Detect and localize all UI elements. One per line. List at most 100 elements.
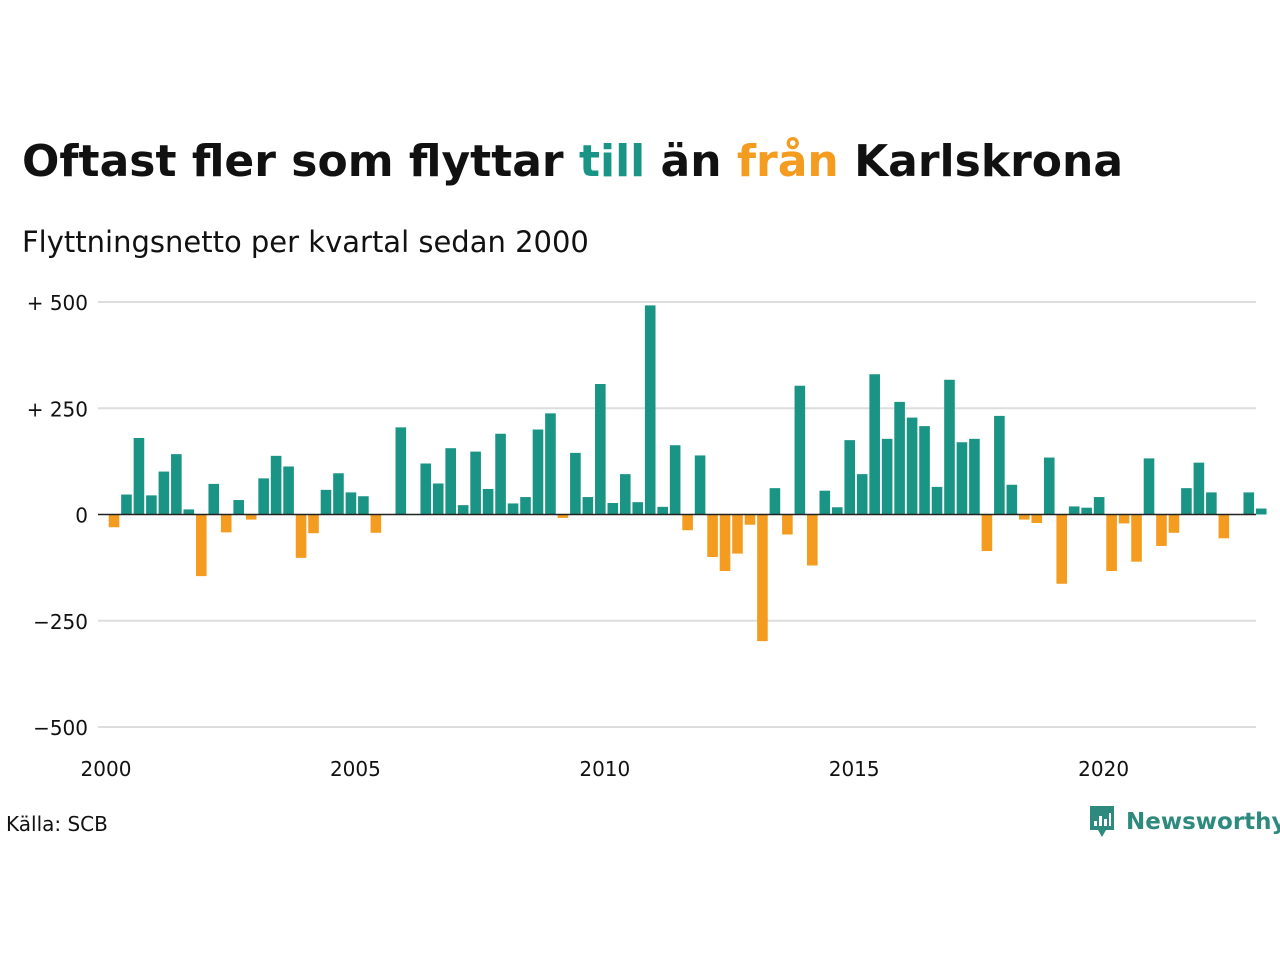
bar-q19 xyxy=(333,473,344,515)
bar-q47 xyxy=(682,514,693,531)
axis: + 500 + 250 0 −250 −500 2000 2005 2010 2015 2020 xyxy=(27,291,1256,781)
bar-q39 xyxy=(582,497,594,515)
bar-q54 xyxy=(769,488,781,515)
bar-q7 xyxy=(183,509,195,515)
bar-q67 xyxy=(931,486,943,515)
title-highlight-fran: från xyxy=(736,136,839,187)
bar-q76 xyxy=(1043,457,1055,515)
bar-q38 xyxy=(570,452,581,515)
bar-q51 xyxy=(732,514,743,554)
bar-q87 xyxy=(1181,488,1192,515)
bar-q28 xyxy=(445,448,456,515)
grid-lines xyxy=(98,301,1256,728)
bar-q43 xyxy=(632,502,644,515)
bar-q31 xyxy=(482,489,494,515)
bar-q12 xyxy=(245,514,257,520)
bar-q4 xyxy=(146,495,157,515)
chart-title: Oftast fler som flyttar till än från Kar… xyxy=(22,132,1123,192)
bar-q14 xyxy=(270,455,282,515)
bar-q44 xyxy=(644,305,656,515)
source-note: Källa: SCB xyxy=(6,812,108,836)
bar-q9 xyxy=(208,483,220,515)
bar-q52 xyxy=(744,514,756,525)
bars xyxy=(108,305,1267,642)
bar-q3 xyxy=(133,438,145,515)
y-tick-label: 0 xyxy=(75,504,88,528)
bar-q90 xyxy=(1218,514,1230,539)
bar-q62 xyxy=(869,374,880,515)
bar-q10 xyxy=(220,514,232,533)
bar-q85 xyxy=(1156,514,1167,546)
bar-q24 xyxy=(395,427,407,515)
title-highlight-till: till xyxy=(578,136,646,187)
bar-q18 xyxy=(320,489,332,515)
bar-q77 xyxy=(1056,514,1068,584)
y-tick-label: + 250 xyxy=(27,397,88,421)
bar-q22 xyxy=(370,514,382,533)
bar-q20 xyxy=(345,492,357,515)
title-part-3: Karlskrona xyxy=(838,136,1124,187)
bar-q72 xyxy=(994,415,1005,515)
bar-q71 xyxy=(981,514,993,552)
bar-q26 xyxy=(420,463,432,515)
bar-q59 xyxy=(831,507,843,515)
bar-q32 xyxy=(495,433,506,515)
x-tick-label: 2005 xyxy=(330,757,381,781)
bar-q35 xyxy=(532,429,544,515)
brand-name: Newsworthy xyxy=(1126,809,1280,835)
bar-q42 xyxy=(619,474,631,515)
bar-q15 xyxy=(283,466,294,515)
bar-q56 xyxy=(794,385,806,515)
chart-subtitle: Flyttningsnetto per kvartal sedan 2000 xyxy=(22,225,589,259)
bar-q93 xyxy=(1255,508,1267,515)
y-tick-label: + 500 xyxy=(27,291,88,315)
bar-q92 xyxy=(1243,492,1255,515)
bar-q70 xyxy=(969,438,980,515)
bar-q84 xyxy=(1143,458,1155,515)
bar-q53 xyxy=(757,514,768,642)
bar-q68 xyxy=(944,379,955,515)
bar-q2 xyxy=(121,494,132,515)
bar-q48 xyxy=(694,455,706,515)
bar-q66 xyxy=(919,426,930,515)
bar-q46 xyxy=(669,445,681,515)
bar-q8 xyxy=(195,514,207,577)
bar-q64 xyxy=(894,401,905,515)
title-part-1: Oftast fler som flyttar xyxy=(22,136,579,187)
bar-q30 xyxy=(470,451,481,515)
bar-q41 xyxy=(607,503,619,515)
bar-q49 xyxy=(707,514,718,557)
bar-q63 xyxy=(881,438,893,515)
bar-q65 xyxy=(906,417,918,515)
bar-q83 xyxy=(1131,514,1142,562)
bar-q33 xyxy=(507,503,519,515)
bar-q60 xyxy=(844,440,856,515)
bar-q78 xyxy=(1068,506,1080,515)
bar-q34 xyxy=(520,497,531,515)
bar-q36 xyxy=(545,413,556,515)
bar-q80 xyxy=(1093,497,1105,515)
bar-q5 xyxy=(158,471,170,515)
bar-q13 xyxy=(258,478,269,515)
bar-q69 xyxy=(956,442,968,515)
bar-q1 xyxy=(108,514,120,528)
x-tick-label: 2000 xyxy=(81,757,132,781)
bar-q16 xyxy=(295,514,307,558)
y-tick-label: −250 xyxy=(33,610,88,634)
bar-q50 xyxy=(719,514,731,572)
newsworthy-logo-icon xyxy=(1090,806,1114,837)
bar-q29 xyxy=(457,505,469,515)
bar-q61 xyxy=(856,474,868,515)
bar-q11 xyxy=(233,500,244,515)
bar-chart: + 500 + 250 0 −250 −500 2000 2005 2010 2015 2020 xyxy=(27,291,1267,781)
title-part-2: än xyxy=(645,136,737,187)
bar-q58 xyxy=(819,490,831,515)
bar-q89 xyxy=(1206,492,1217,515)
bar-q57 xyxy=(807,514,818,566)
bar-q81 xyxy=(1106,514,1117,572)
brand-logo-link[interactable]: Newsworthy xyxy=(1088,803,1280,841)
bar-q6 xyxy=(171,454,182,515)
bar-q40 xyxy=(595,384,606,515)
bar-q74 xyxy=(1019,514,1030,520)
bar-q27 xyxy=(432,483,444,515)
